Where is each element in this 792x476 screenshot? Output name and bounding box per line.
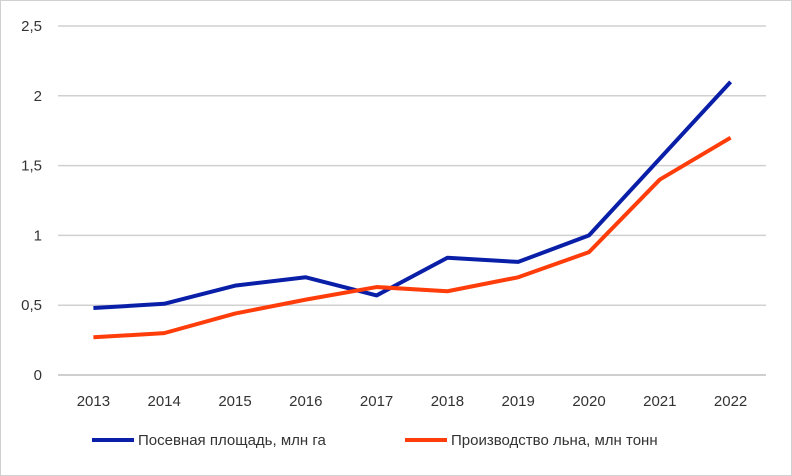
x-tick-label: 2014 <box>148 393 181 410</box>
x-tick-label: 2020 <box>572 393 605 410</box>
x-tick-label: 2015 <box>218 393 251 410</box>
series-line-0 <box>93 80 733 310</box>
y-tick-label: 1,5 <box>21 158 42 175</box>
x-tick-label: 2018 <box>431 393 464 410</box>
x-tick-label: 2019 <box>502 393 535 410</box>
legend-label: Производство льна, млн тонн <box>451 432 658 449</box>
y-tick-label: 2,5 <box>21 18 42 35</box>
legend-label: Посевная площадь, млн га <box>138 432 326 449</box>
x-tick-label: 2017 <box>360 393 393 410</box>
x-tick-label: 2021 <box>643 393 676 410</box>
y-tick-label: 0 <box>34 367 42 384</box>
x-tick-label: 2016 <box>289 393 322 410</box>
y-tick-label: 0,5 <box>21 297 42 314</box>
x-tick-label: 2022 <box>714 393 747 410</box>
x-tick-label: 2013 <box>77 393 110 410</box>
y-tick-label: 1 <box>34 227 42 244</box>
y-tick-label: 2 <box>34 88 42 105</box>
series-line-1 <box>93 135 732 340</box>
